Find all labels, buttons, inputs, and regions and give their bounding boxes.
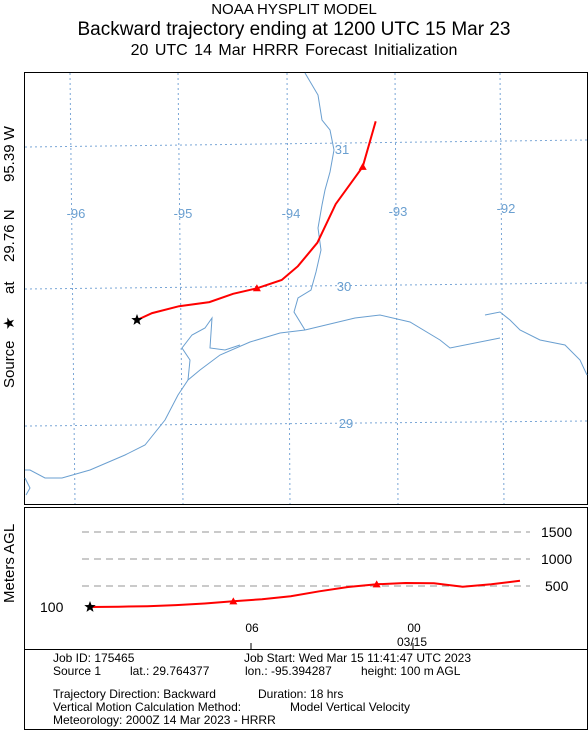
state-border-river bbox=[293, 72, 335, 331]
trajectory-height-marker-6h bbox=[229, 597, 238, 605]
coastline bbox=[24, 72, 588, 496]
side-label-star-icon: ★ bbox=[1, 317, 18, 330]
longitude-line-93 bbox=[394, 72, 399, 505]
longitude-label-93: -93 bbox=[389, 204, 408, 219]
trajectory-height-marker-12h bbox=[372, 580, 381, 588]
height-start-label: 100 bbox=[40, 599, 64, 615]
side-label-at: at bbox=[1, 281, 18, 294]
latitude-line-30 bbox=[24, 282, 588, 290]
time-label-06: 06 bbox=[245, 621, 259, 635]
chart-title: Backward trajectory ending at 1200 UTC 1… bbox=[77, 19, 511, 40]
height-tick-1500: 1500 bbox=[541, 524, 572, 540]
latitude-label-30: 30 bbox=[337, 279, 351, 294]
source-lon: lon.: -95.394287 bbox=[245, 664, 332, 678]
longitude-label-96: -96 bbox=[67, 206, 86, 221]
meteorology: Meteorology: 2000Z 14 Mar 2023 - HRRR bbox=[53, 713, 276, 727]
trajectory-map-marker-12h bbox=[358, 162, 367, 170]
time-label-00: 00 bbox=[407, 621, 421, 635]
trajectory-height-line bbox=[89, 579, 521, 608]
source-lat: lat.: 29.764377 bbox=[130, 664, 210, 678]
height-gridlines bbox=[82, 531, 530, 587]
source-star-icon bbox=[131, 314, 143, 325]
model-name: NOAA HYSPLIT MODEL bbox=[211, 1, 377, 18]
source-height: height: 100 m AGL bbox=[361, 664, 461, 678]
trajectory-direction: Trajectory Direction: Backward bbox=[53, 687, 216, 701]
vertical-method-label: Vertical Motion Calculation Method: bbox=[53, 700, 242, 714]
louisiana-bay-shore bbox=[484, 311, 588, 376]
longitude-label-92: -92 bbox=[497, 201, 516, 216]
side-label-lat: 29.76 N bbox=[1, 209, 18, 262]
trajectory-map-series bbox=[131, 121, 377, 325]
longitude-line-96 bbox=[69, 72, 76, 505]
height-tick-500: 500 bbox=[545, 578, 569, 594]
trajectory-height-series bbox=[84, 579, 521, 612]
trajectory-map-marker-6h bbox=[252, 284, 261, 292]
trajectory-duration: Duration: 18 hrs bbox=[258, 687, 344, 701]
longitude-line-94 bbox=[286, 72, 291, 505]
side-label-lon: 95.39 W bbox=[1, 125, 18, 182]
longitude-line-92 bbox=[499, 72, 505, 505]
galveston-bay-shore bbox=[181, 316, 241, 381]
trajectory-map-line bbox=[136, 121, 377, 321]
longitude-label-95: -95 bbox=[174, 206, 193, 221]
height-panel-frame bbox=[24, 507, 588, 650]
latitude-line-31 bbox=[24, 139, 588, 148]
coast-fragment bbox=[24, 477, 31, 496]
height-axis-label: Meters AGL bbox=[1, 524, 18, 603]
gulf-coast-east bbox=[304, 314, 501, 349]
latitude-line-29 bbox=[24, 420, 588, 427]
time-date-label: 03/15 bbox=[397, 635, 427, 649]
vertical-method-value: Model Vertical Velocity bbox=[290, 700, 411, 714]
latitude-label-31: 31 bbox=[335, 142, 349, 157]
job-id: Job ID: 175465 bbox=[53, 651, 135, 665]
latitude-label-29: 29 bbox=[339, 416, 353, 431]
longitude-label-94: -94 bbox=[282, 206, 301, 221]
height-tick-1000: 1000 bbox=[541, 551, 572, 567]
longitude-line-95 bbox=[177, 72, 184, 505]
side-label-source: Source bbox=[1, 340, 18, 388]
job-start: Job Start: Wed Mar 15 11:41:47 UTC 2023 bbox=[244, 651, 472, 665]
source-number: Source 1 bbox=[53, 664, 102, 678]
map-graticule bbox=[24, 72, 588, 505]
height-source-star-icon bbox=[84, 601, 96, 612]
gulf-coast-west bbox=[25, 329, 306, 479]
forecast-subtitle: 20 UTC 14 Mar HRRR Forecast Initializati… bbox=[130, 42, 458, 59]
